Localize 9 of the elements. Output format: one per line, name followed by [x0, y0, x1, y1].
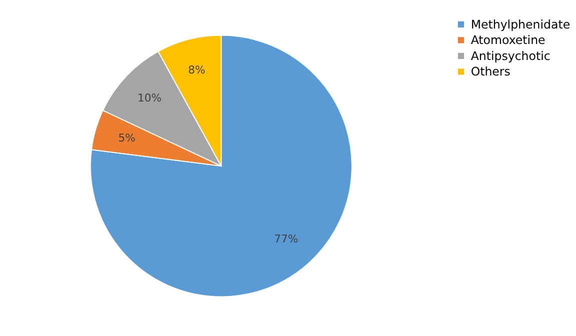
data-label: 8%: [188, 64, 206, 77]
data-label: 5%: [118, 132, 136, 145]
legend-label: Others: [470, 64, 510, 79]
data-label: 77%: [274, 232, 298, 246]
legend-label: Methylphenidate: [470, 17, 570, 32]
data-label: 10%: [138, 92, 162, 105]
pie-slice: [90, 34, 352, 298]
legend-label: Antipsychotic: [470, 48, 550, 63]
legend-label: Atomoxetine: [470, 33, 546, 48]
